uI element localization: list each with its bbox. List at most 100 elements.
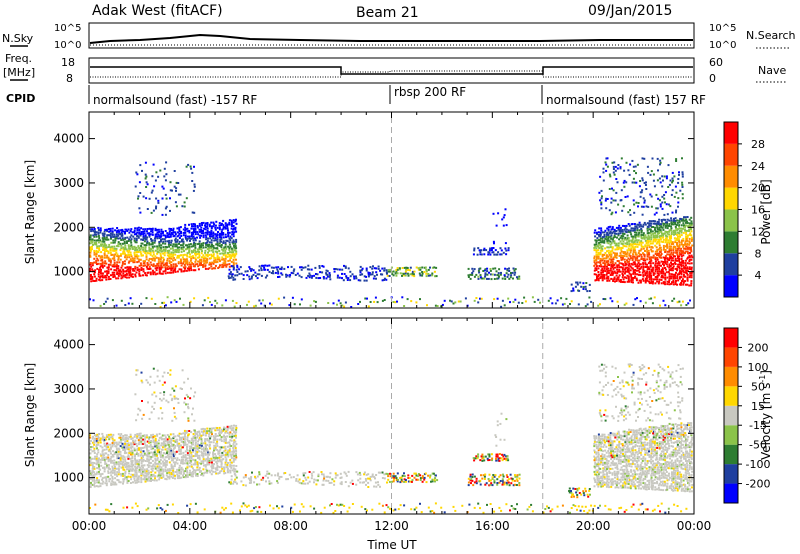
- data-cell: [656, 236, 658, 239]
- data-cell: [101, 237, 104, 240]
- data-cell: [236, 264, 239, 267]
- data-cell: [663, 222, 666, 225]
- data-cell: [365, 267, 368, 270]
- data-cell: [105, 434, 108, 437]
- data-cell: [642, 269, 645, 272]
- data-cell: [225, 430, 228, 433]
- data-cell: [148, 235, 151, 238]
- data-cell: [226, 223, 229, 226]
- data-cell: [182, 474, 184, 477]
- data-cell: [614, 255, 617, 258]
- data-cell: [159, 456, 162, 459]
- data-cell: [606, 239, 609, 242]
- data-cell: [224, 222, 227, 225]
- data-cell: [89, 436, 92, 439]
- data-cell: [625, 255, 628, 258]
- data-cell: [153, 245, 156, 248]
- data-cell: [93, 273, 96, 276]
- data-cell: [215, 461, 218, 463]
- data-cell: [633, 170, 636, 172]
- data-cell: [198, 458, 201, 461]
- data-cell: [507, 247, 510, 250]
- data-cell: [449, 299, 451, 302]
- data-cell: [90, 481, 92, 484]
- data-cell: [105, 228, 108, 231]
- data-cell: [133, 443, 136, 446]
- data-cell: [610, 242, 613, 245]
- data-cell: [226, 425, 229, 428]
- data-cell: [200, 460, 203, 463]
- data-cell: [182, 266, 185, 269]
- data-cell: [116, 479, 119, 481]
- data-cell: [190, 473, 193, 476]
- data-cell: [157, 445, 160, 448]
- data-cell: [134, 241, 137, 244]
- data-cell: [144, 264, 147, 267]
- data-cell: [165, 161, 168, 164]
- data-cell: [659, 304, 661, 307]
- data-cell: [616, 260, 619, 262]
- data-cell: [142, 474, 145, 477]
- data-cell: [186, 443, 189, 446]
- data-cell: [687, 252, 689, 255]
- data-cell: [188, 256, 191, 258]
- data-cell: [124, 304, 127, 306]
- velocity-heatmap: [89, 323, 694, 514]
- data-cell: [160, 238, 162, 241]
- data-cell: [228, 265, 231, 268]
- data-cell: [505, 272, 508, 275]
- data-cell: [138, 447, 140, 450]
- data-cell: [168, 457, 170, 460]
- data-cell: [200, 442, 203, 445]
- data-cell: [614, 266, 616, 269]
- data-cell: [204, 231, 207, 234]
- data-cell: [194, 242, 197, 245]
- data-cell: [608, 188, 611, 190]
- data-cell: [97, 485, 100, 488]
- data-cell: [230, 429, 233, 432]
- data-cell: [632, 177, 635, 180]
- data-cell: [158, 242, 161, 245]
- data-cell: [157, 258, 160, 261]
- data-cell: [173, 446, 176, 449]
- data-cell: [133, 251, 136, 254]
- data-cell: [132, 259, 135, 262]
- data-cell: [625, 245, 628, 248]
- data-cell: [637, 269, 640, 272]
- data-cell: [677, 197, 680, 200]
- data-cell: [677, 247, 680, 250]
- data-cell: [226, 263, 229, 266]
- data-cell: [613, 270, 616, 273]
- data-cell: [153, 257, 156, 260]
- data-cell: [249, 267, 252, 270]
- data-cell: [103, 476, 106, 479]
- data-cell: [196, 463, 199, 466]
- data-cell: [218, 452, 221, 455]
- data-cell: [644, 184, 647, 186]
- data-cell: [202, 434, 205, 436]
- data-cell: [97, 275, 100, 278]
- data-cell: [100, 268, 102, 271]
- data-cell: [192, 256, 195, 259]
- data-cell: [130, 453, 132, 456]
- data-cell: [234, 449, 237, 452]
- data-cell: [97, 226, 100, 229]
- data-cell: [107, 433, 110, 436]
- data-cell: [246, 303, 248, 306]
- data-cell: [127, 462, 130, 465]
- data-cell: [127, 465, 130, 468]
- data-cell: [101, 446, 104, 449]
- data-cell: [502, 216, 505, 219]
- data-cell: [129, 258, 132, 261]
- data-cell: [172, 467, 175, 470]
- data-cell: [208, 453, 211, 456]
- data-cell: [198, 260, 201, 263]
- data-cell: [89, 448, 92, 451]
- data-cell: [205, 238, 208, 241]
- data-cell: [225, 239, 228, 242]
- data-cell: [134, 185, 137, 188]
- data-cell: [182, 303, 185, 306]
- data-cell: [138, 437, 141, 439]
- data-cell: [660, 253, 663, 255]
- data-cell: [537, 298, 540, 301]
